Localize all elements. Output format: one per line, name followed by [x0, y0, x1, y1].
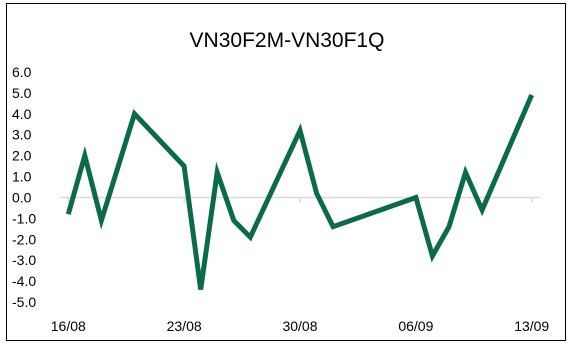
y-tick-label: -4.0	[12, 273, 36, 289]
chart-title: VN30F2M-VN30F1Q	[190, 29, 385, 52]
y-tick-label: 3.0	[12, 127, 32, 143]
y-tick-label: 5.0	[12, 85, 32, 101]
x-tick-label: 16/08	[51, 318, 86, 334]
x-tick-label: 13/09	[514, 318, 549, 334]
y-tick-label: 1.0	[12, 169, 32, 185]
y-tick-label: -1.0	[12, 210, 36, 226]
y-tick-label: -5.0	[12, 294, 36, 310]
y-tick-label: -3.0	[12, 252, 36, 268]
y-tick-label: 0.0	[12, 189, 32, 205]
y-tick-label: 6.0	[12, 64, 32, 80]
y-tick-label: -2.0	[12, 231, 36, 247]
x-tick-label: 23/08	[167, 318, 202, 334]
y-tick-label: 4.0	[12, 106, 32, 122]
x-tick-label: 30/08	[282, 318, 317, 334]
x-tick-label: 06/09	[398, 318, 433, 334]
y-tick-label: 2.0	[12, 148, 32, 164]
